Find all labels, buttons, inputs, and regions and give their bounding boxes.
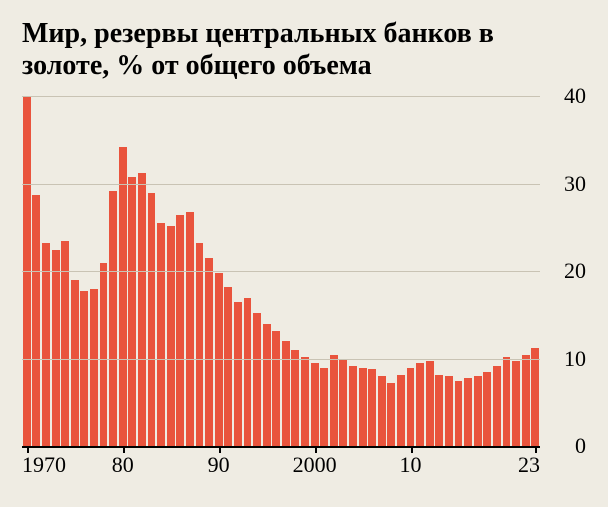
bar — [176, 215, 184, 447]
bar — [455, 381, 463, 447]
bar — [272, 331, 280, 447]
bar — [253, 313, 261, 446]
x-tick-label: 80 — [112, 452, 134, 478]
x-tick-label: 90 — [208, 452, 230, 478]
chart-card: Мир, резервы центральных банков в золоте… — [0, 0, 608, 507]
x-tick-label: 10 — [400, 452, 422, 478]
bar — [244, 298, 252, 447]
bar — [397, 375, 405, 447]
bar — [71, 280, 79, 446]
bar — [157, 223, 165, 446]
bar — [493, 366, 501, 447]
y-tick-label: 30 — [564, 171, 586, 197]
bar — [387, 383, 395, 446]
bar — [119, 147, 127, 446]
bar — [224, 287, 232, 446]
x-tick-label: 2000 — [293, 452, 337, 478]
bar — [311, 363, 319, 446]
y-tick-label: 40 — [564, 83, 586, 109]
y-tick-label: 10 — [564, 346, 586, 372]
bar — [128, 177, 136, 447]
bar — [330, 355, 338, 447]
gridline — [22, 359, 540, 360]
bar — [234, 302, 242, 446]
bar — [320, 368, 328, 447]
bar — [426, 361, 434, 447]
bar — [339, 359, 347, 447]
bar — [474, 376, 482, 446]
bar — [407, 368, 415, 447]
chart-title: Мир, резервы центральных банков в золоте… — [22, 18, 586, 82]
bar — [349, 366, 357, 447]
gridline — [22, 271, 540, 272]
y-tick-label: 0 — [575, 433, 586, 459]
bar — [167, 226, 175, 447]
gridline — [22, 184, 540, 185]
bar — [503, 357, 511, 446]
bar — [368, 369, 376, 446]
bar — [435, 375, 443, 447]
bar — [205, 258, 213, 446]
bar — [512, 361, 520, 447]
x-tick-label: 1970 — [22, 452, 66, 478]
bar — [359, 368, 367, 447]
bar — [100, 263, 108, 447]
bar — [282, 341, 290, 446]
bar — [291, 350, 299, 446]
bar — [263, 324, 271, 447]
chart-area: 010203040 — [22, 96, 586, 446]
bar — [196, 243, 204, 446]
bar — [445, 376, 453, 446]
bar — [42, 243, 50, 446]
bar — [109, 191, 117, 447]
x-tick-label: 23 — [518, 452, 540, 478]
bar — [186, 212, 194, 447]
bar — [52, 250, 60, 447]
y-tick-label: 20 — [564, 258, 586, 284]
bar — [80, 291, 88, 447]
bar — [378, 376, 386, 446]
bar — [32, 195, 40, 446]
bar — [301, 357, 309, 446]
bar — [531, 348, 539, 446]
x-axis: 1970 80 90 2000 10 23 — [22, 446, 540, 486]
bar — [483, 372, 491, 446]
bar — [138, 173, 146, 446]
bar — [148, 193, 156, 447]
bar — [522, 355, 530, 447]
bar — [90, 289, 98, 447]
bar — [464, 378, 472, 446]
bar — [416, 363, 424, 446]
gridline — [22, 96, 540, 97]
